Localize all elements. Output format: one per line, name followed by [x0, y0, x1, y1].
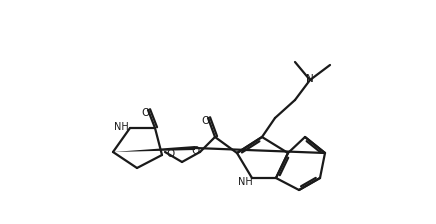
- Text: O: O: [166, 149, 174, 159]
- Text: O: O: [141, 108, 149, 118]
- Text: NH: NH: [114, 122, 128, 132]
- Text: O: O: [191, 146, 199, 156]
- Polygon shape: [113, 146, 195, 152]
- Text: N: N: [306, 74, 314, 84]
- Text: NH: NH: [238, 177, 252, 187]
- Text: O: O: [201, 116, 209, 126]
